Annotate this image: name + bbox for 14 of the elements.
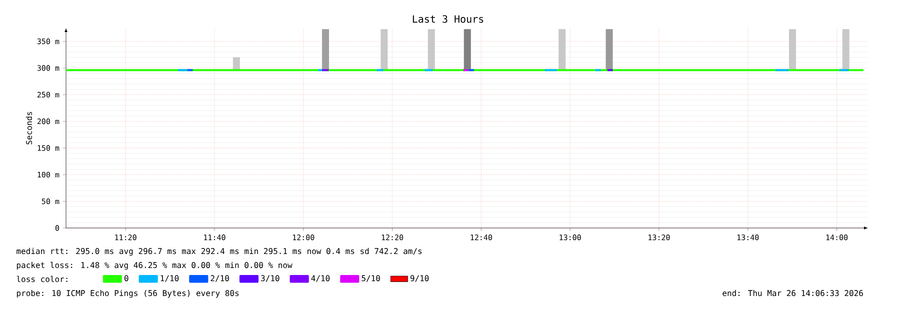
text: median rtt: 295.0 ms avg 296.7 ms max 292.4 ms min 295.1 ms now 0.4 ms sd 742.2 am/s — [16, 248, 422, 256]
legend-label: 0 — [124, 275, 128, 282]
legend-label: 9/10 — [410, 275, 429, 282]
text: probe: 10 ICMP Echo Pings (56 Bytes) every 80s — [16, 290, 239, 298]
y-axis-title: Seconds — [26, 112, 32, 144]
chart-title: Last 3 Hours — [412, 15, 484, 23]
legend-label: 5/10 — [362, 275, 380, 282]
legend-label: 2/10 — [210, 275, 229, 282]
legend-label: 3/10 — [261, 275, 280, 282]
legend-label: 1/10 — [160, 275, 179, 282]
text: packet loss: 1.48 % avg 46.25 % max 0.00 % min 0.00 % now — [16, 262, 292, 270]
legend-title: loss color: — [16, 276, 68, 282]
text: end: Thu Mar 26 14:06:33 2026 — [722, 290, 863, 296]
legend-label: 4/10 — [311, 275, 330, 282]
